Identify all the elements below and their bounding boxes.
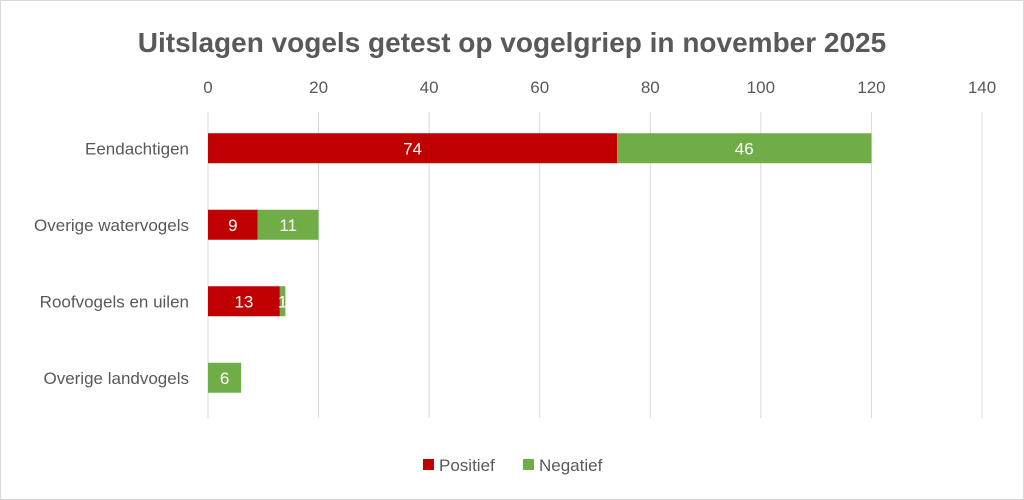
category-label: Overige watervogels <box>34 216 189 235</box>
x-tick-label: 40 <box>420 78 439 97</box>
legend-swatch-negatief <box>523 459 534 470</box>
legend-swatch-positief <box>423 459 434 470</box>
x-tick-label: 60 <box>530 78 549 97</box>
data-label: 11 <box>279 216 297 235</box>
legend-label: Positief <box>439 456 495 475</box>
category-label: Eendachtigen <box>85 139 189 158</box>
x-tick-label: 140 <box>968 78 996 97</box>
bar-negatief <box>279 286 286 317</box>
data-label: 13 <box>234 292 253 311</box>
bar-negatief <box>208 362 242 393</box>
x-tick-label: 120 <box>857 78 885 97</box>
bar-positief <box>208 133 618 164</box>
data-label: 1 <box>278 292 287 311</box>
x-tick-label: 0 <box>203 78 212 97</box>
category-label: Overige landvogels <box>43 369 189 388</box>
legend-label: Negatief <box>539 456 603 475</box>
x-tick-label: 20 <box>309 78 328 97</box>
category-label: Roofvogels en uilen <box>40 292 189 311</box>
data-label: 74 <box>403 139 422 158</box>
x-tick-label: 100 <box>747 78 775 97</box>
data-label: 46 <box>735 139 754 158</box>
bar-negatief <box>257 209 319 240</box>
bar-positief <box>208 209 258 240</box>
data-label: 9 <box>228 216 237 235</box>
bar-negatief <box>617 133 872 164</box>
data-label: 6 <box>220 369 229 388</box>
x-tick-label: 80 <box>641 78 660 97</box>
chart-title: Uitslagen vogels getest op vogelgriep in… <box>138 27 886 58</box>
bar-positief <box>208 286 280 317</box>
